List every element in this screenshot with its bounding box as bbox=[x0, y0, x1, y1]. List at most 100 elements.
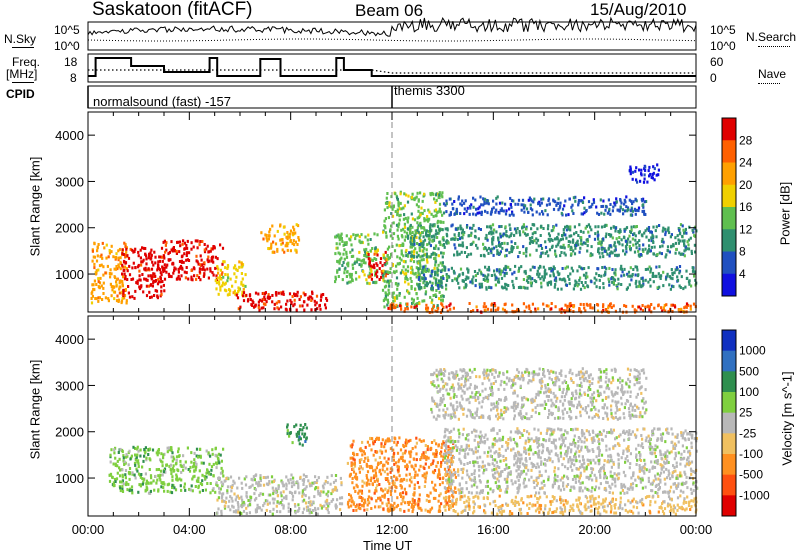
data-cell bbox=[572, 287, 575, 291]
data-cell bbox=[690, 472, 693, 476]
data-cell bbox=[223, 506, 227, 510]
data-cell bbox=[654, 229, 657, 233]
data-cell bbox=[387, 479, 390, 483]
data-cell bbox=[651, 271, 655, 275]
data-cell bbox=[361, 440, 364, 444]
data-cell bbox=[550, 307, 553, 311]
data-cell bbox=[298, 430, 301, 434]
data-cell bbox=[369, 466, 372, 470]
data-cell bbox=[422, 226, 425, 230]
data-cell bbox=[458, 243, 461, 247]
data-cell bbox=[378, 496, 382, 500]
data-cell bbox=[241, 290, 244, 294]
data-cell bbox=[124, 243, 127, 247]
data-cell bbox=[564, 253, 567, 257]
data-cell bbox=[128, 264, 131, 268]
data-cell bbox=[160, 485, 163, 489]
data-cell bbox=[313, 495, 316, 499]
data-cell bbox=[318, 304, 321, 308]
data-cell bbox=[640, 233, 643, 237]
data-cell bbox=[587, 200, 591, 204]
data-cell bbox=[577, 243, 580, 247]
data-cell bbox=[549, 282, 553, 286]
data-cell bbox=[533, 279, 536, 283]
data-cell bbox=[469, 206, 472, 210]
data-cell bbox=[342, 243, 345, 247]
data-cell bbox=[490, 428, 493, 432]
data-cell bbox=[147, 453, 150, 456]
data-cell bbox=[142, 459, 145, 463]
data-cell bbox=[427, 268, 430, 272]
data-cell bbox=[610, 306, 613, 309]
data-cell bbox=[206, 267, 209, 271]
data-cell bbox=[366, 238, 369, 242]
data-cell bbox=[568, 277, 571, 281]
data-cell bbox=[157, 451, 160, 455]
data-cell bbox=[685, 305, 688, 309]
data-cell bbox=[282, 290, 285, 294]
data-cell bbox=[374, 468, 377, 472]
data-cell bbox=[273, 307, 276, 311]
data-cell bbox=[375, 272, 378, 276]
data-cell bbox=[338, 238, 341, 242]
data-cell bbox=[601, 266, 604, 269]
data-cell bbox=[280, 494, 283, 498]
data-cell bbox=[489, 212, 493, 216]
data-cell bbox=[432, 251, 435, 255]
data-cell bbox=[518, 461, 522, 465]
data-cell bbox=[279, 491, 282, 495]
data-cell bbox=[121, 284, 124, 288]
data-cell bbox=[399, 492, 402, 496]
data-cell bbox=[579, 229, 582, 233]
data-cell bbox=[344, 266, 347, 270]
data-cell bbox=[442, 236, 445, 240]
data-cell bbox=[216, 276, 219, 280]
data-cell bbox=[429, 244, 432, 248]
data-cell bbox=[309, 508, 312, 512]
data-cell bbox=[637, 253, 640, 257]
data-cell bbox=[225, 477, 228, 480]
data-cell bbox=[564, 225, 567, 229]
data-cell bbox=[233, 289, 236, 293]
data-cell bbox=[169, 467, 172, 471]
data-cell bbox=[444, 454, 447, 457]
data-cell bbox=[666, 431, 669, 435]
data-cell bbox=[512, 447, 515, 451]
data-cell bbox=[539, 254, 542, 258]
colorbar-swatch bbox=[722, 251, 736, 275]
data-cell bbox=[682, 431, 685, 435]
data-cell bbox=[185, 271, 188, 275]
data-cell bbox=[432, 192, 435, 196]
data-cell bbox=[241, 263, 245, 267]
data-cell bbox=[542, 445, 545, 449]
data-cell bbox=[171, 483, 174, 487]
data-cell bbox=[282, 484, 285, 488]
data-cell bbox=[363, 508, 366, 512]
data-cell bbox=[426, 215, 429, 218]
data-cell bbox=[434, 283, 438, 287]
data-cell bbox=[444, 473, 447, 476]
data-cell bbox=[534, 451, 537, 454]
data-cell bbox=[585, 224, 588, 228]
data-cell bbox=[642, 249, 645, 253]
data-cell bbox=[384, 263, 387, 267]
data-cell bbox=[358, 263, 361, 267]
data-cell bbox=[286, 299, 289, 303]
data-cell bbox=[575, 450, 578, 454]
data-cell bbox=[143, 277, 146, 281]
data-cell bbox=[628, 283, 631, 287]
data-cell bbox=[271, 294, 274, 297]
data-cell bbox=[538, 212, 541, 216]
data-cell bbox=[443, 456, 447, 460]
data-cell bbox=[317, 492, 320, 496]
data-cell bbox=[215, 462, 218, 466]
data-cell bbox=[355, 508, 358, 512]
data-cell bbox=[490, 226, 493, 230]
data-cell bbox=[397, 200, 400, 204]
data-cell bbox=[427, 208, 430, 212]
data-cell bbox=[373, 232, 376, 236]
data-cell bbox=[472, 275, 475, 279]
data-cell bbox=[588, 205, 591, 209]
data-cell bbox=[435, 289, 438, 292]
data-cell bbox=[121, 282, 124, 286]
